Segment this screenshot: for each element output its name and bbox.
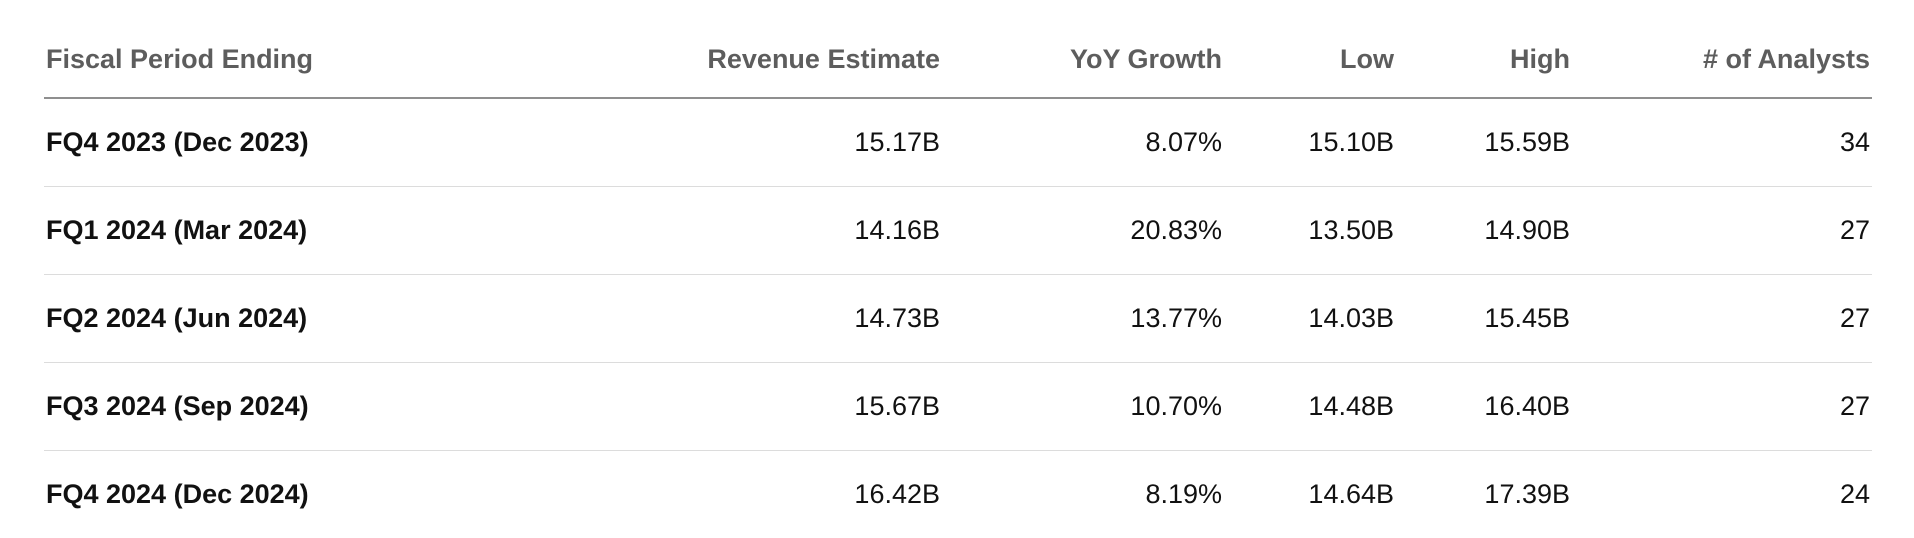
cell-yoy-growth: 10.70% (942, 362, 1224, 451)
header-yoy-growth[interactable]: YoY Growth (942, 0, 1224, 99)
cell-low: 14.64B (1308, 478, 1394, 509)
table-row: FQ3 2024 (Sep 2024) 15.67B 10.70% 14.48B… (44, 362, 1872, 451)
header-high[interactable]: High (1396, 0, 1572, 99)
cell-high: 15.45B (1396, 274, 1572, 363)
table-row: FQ4 2023 (Dec 2023) 15.17B 8.07% 15.10B … (44, 98, 1872, 187)
cell-period: FQ4 2023 (Dec 2023) (44, 98, 584, 187)
table-row: FQ1 2024 (Mar 2024) 14.16B 20.83% 13.50B… (44, 186, 1872, 275)
cell-high: 16.40B (1396, 362, 1572, 451)
cell-revenue-estimate: 14.73B (584, 274, 942, 363)
header-num-analysts[interactable]: # of Analysts (1572, 0, 1872, 99)
cell-num-analysts: 27 (1572, 274, 1872, 363)
cell-low: 14.03B (1224, 274, 1396, 363)
cell-yoy-growth: 20.83% (942, 186, 1224, 275)
cell-yoy-growth: 8.07% (942, 98, 1224, 187)
cell-period: FQ3 2024 (Sep 2024) (44, 362, 584, 451)
cell-period: FQ1 2024 (Mar 2024) (44, 186, 584, 275)
cell-high: 17.39B (1484, 478, 1570, 509)
revenue-estimates-section: Fiscal Period Ending Revenue Estimate Yo… (44, 0, 1872, 538)
revenue-estimates-table: Fiscal Period Ending Revenue Estimate Yo… (44, 0, 1872, 538)
cell-low: 14.48B (1224, 362, 1396, 451)
cell-num-analysts: 24 (1839, 478, 1870, 509)
cell-yoy-growth: 13.77% (942, 274, 1224, 363)
cell-num-analysts: 27 (1572, 186, 1872, 275)
header-low[interactable]: Low (1224, 0, 1396, 99)
cell-high: 14.90B (1396, 186, 1572, 275)
cell-revenue-estimate: 14.16B (584, 186, 942, 275)
cell-revenue-estimate: 15.67B (584, 362, 942, 451)
cell-revenue-estimate: 15.17B (584, 98, 942, 187)
table-header: Fiscal Period Ending Revenue Estimate Yo… (44, 0, 1872, 99)
cell-revenue-estimate: 16.42B (854, 478, 940, 509)
cell-high: 15.59B (1396, 98, 1572, 187)
table-body: FQ4 2023 (Dec 2023) 15.17B 8.07% 15.10B … (44, 98, 1872, 538)
table-header-row: Fiscal Period Ending Revenue Estimate Yo… (44, 0, 1872, 99)
cell-period: FQ4 2024 (Dec 2024) (46, 478, 309, 509)
cell-period: FQ2 2024 (Jun 2024) (44, 274, 584, 363)
cell-low: 15.10B (1224, 98, 1396, 187)
cell-num-analysts: 27 (1572, 362, 1872, 451)
cell-low: 13.50B (1224, 186, 1396, 275)
cell-yoy-growth: 8.19% (1145, 478, 1222, 509)
cell-num-analysts: 34 (1572, 98, 1872, 187)
table-row: FQ2 2024 (Jun 2024) 14.73B 13.77% 14.03B… (44, 274, 1872, 363)
header-fiscal-period[interactable]: Fiscal Period Ending (44, 0, 584, 99)
table-row: FQ4 2024 (Dec 2024) 16.42B 8.19% 14.64B … (44, 450, 1872, 538)
header-revenue-estimate[interactable]: Revenue Estimate (584, 0, 942, 99)
